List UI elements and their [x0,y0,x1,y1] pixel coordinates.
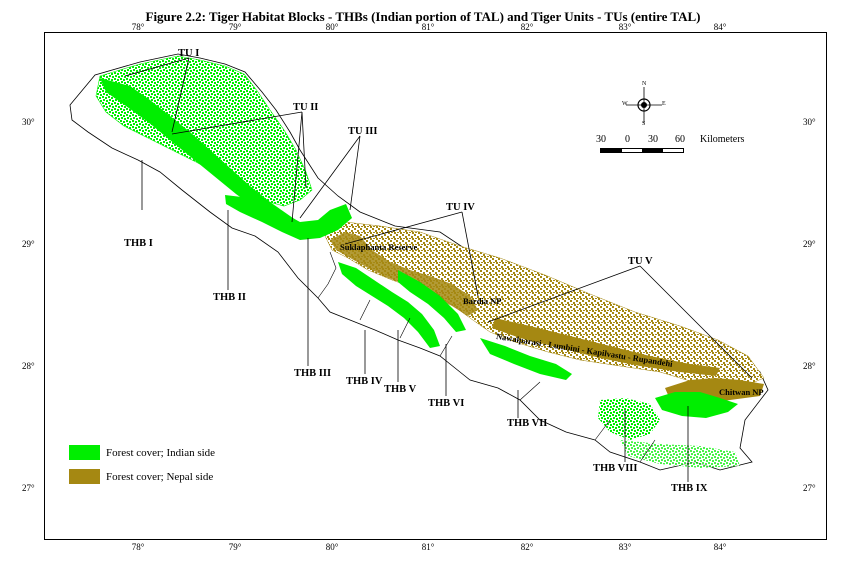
leader-tu-iv [344,211,479,297]
scale-label-0: 0 [625,134,630,145]
tu-iv-label: TU IV [446,202,475,213]
legend-swatch-india [69,445,100,460]
leader-tu-i [124,57,190,133]
india-forest-katarniaghat [398,270,466,332]
lon-tick-top-78: 78° [131,22,145,32]
scale-segment-1 [601,149,622,152]
india-forest-valmiki [655,392,738,418]
scale-bar [600,148,684,153]
leader-tu-ii [171,111,307,223]
tu-v-label: TU V [628,256,653,267]
legend-label-nepal: Forest cover; Nepal side [106,470,214,483]
lon-tick-bottom-79: 79° [228,542,242,552]
lat-tick-right-29: 29° [803,239,816,249]
north-arrow-icon [626,87,662,123]
scale-segment-2 [621,149,642,152]
india-forest-sohelwa [480,338,572,380]
scale-segment-3 [642,149,663,152]
compass-s: S [642,121,646,127]
india-forest-dudhwa [338,262,440,348]
thb-vii-label: THB VII [507,418,548,429]
lon-tick-top-84: 84° [713,22,727,32]
lat-tick-left-29: 29° [22,239,35,249]
tu-i-label: TU I [178,48,200,59]
lat-tick-left-30: 30° [22,117,35,127]
lat-tick-right-27: 27° [803,483,816,493]
lon-tick-bottom-84: 84° [713,542,727,552]
lon-tick-bottom-83: 83° [618,542,632,552]
legend-label-india: Forest cover; Indian side [106,446,216,459]
legend-swatch-nepal [69,469,100,484]
thb-v-label: THB V [384,384,417,395]
tu-iii-label: TU III [348,126,378,137]
chitwan-label: Chitwan NP [719,387,764,397]
thb-vi-label: THB VI [428,398,465,409]
lon-tick-top-81: 81° [421,22,435,32]
lon-tick-bottom-80: 80° [325,542,339,552]
thb-ii-label: THB II [213,292,246,303]
suklaphanta-label: Suklaphanta Reserve [340,242,418,252]
thb-iv-label: THB IV [346,376,383,387]
leader-tu-v [487,265,753,379]
lon-tick-bottom-81: 81° [421,542,435,552]
lon-tick-top-82: 82° [520,22,534,32]
bardia-label: Bardia NP [463,296,502,306]
thb-iii-label: THB III [294,368,332,379]
india-forest-sohagibarwa [598,398,660,440]
compass-n: N [642,81,647,87]
compass-e: E [662,101,666,107]
scale-unit: Kilometers [700,134,745,145]
india-forest-uttaranchal [95,55,313,207]
india-forest-terai-west [225,195,352,240]
compass-w: W [622,101,628,107]
scale-label-30: 30 [648,134,658,145]
thb-viii-label: THB VIII [593,463,638,474]
tu-ii-label: TU II [293,102,319,113]
map-frame [44,32,827,540]
lon-tick-top-83: 83° [618,22,632,32]
legend-item-nepal: Forest cover; Nepal side [69,469,213,484]
india-forest-rajaji-corbett [100,78,305,232]
scale-segment-4 [662,149,683,152]
lon-tick-top-79: 79° [228,22,242,32]
lat-tick-right-28: 28° [803,361,816,371]
scale-label-60: 60 [675,134,685,145]
thb-i-label: THB I [124,238,153,249]
leader-tu-iii [299,135,361,219]
lat-tick-right-30: 30° [803,117,816,127]
nepal-forest-corridor [492,318,720,376]
figure-title: Figure 2.2: Tiger Habitat Blocks - THBs … [145,9,701,24]
lat-tick-left-27: 27° [22,483,35,493]
lon-tick-bottom-82: 82° [520,542,534,552]
lon-tick-top-80: 80° [325,22,339,32]
lon-tick-bottom-78: 78° [131,542,145,552]
callout-leader-lines [124,57,753,482]
legend-item-india: Forest cover; Indian side [69,445,215,460]
scale-label-30-left: 30 [596,134,606,145]
lat-tick-left-28: 28° [22,361,35,371]
thb-ix-label: THB IX [671,483,708,494]
